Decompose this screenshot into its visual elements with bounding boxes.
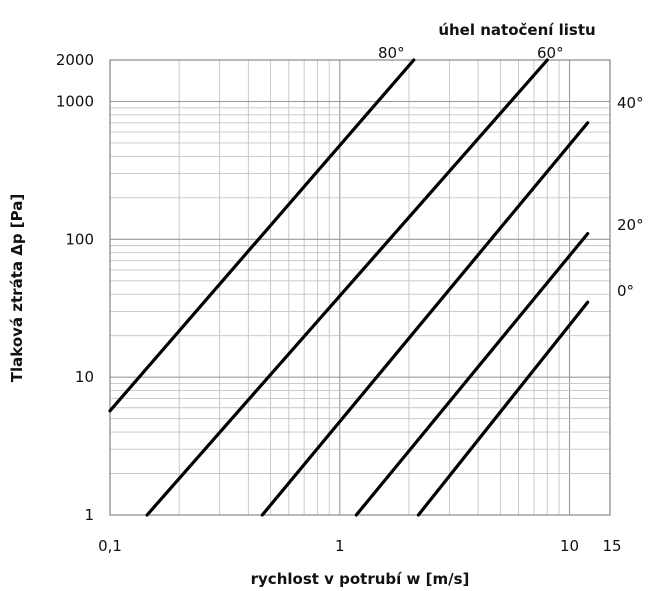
x-tick-label: 0,1 bbox=[98, 537, 122, 555]
y-tick-label: 1 bbox=[84, 506, 94, 524]
x-tick-labels: 0,1 1 10 15 bbox=[98, 537, 621, 555]
x-tick-label: 10 bbox=[560, 537, 579, 555]
plot-border bbox=[109, 59, 611, 516]
series-line bbox=[260, 121, 590, 517]
curve-label: 40° bbox=[617, 94, 644, 112]
y-tick-label: 100 bbox=[65, 230, 94, 248]
y-tick-label: 2000 bbox=[56, 51, 94, 69]
y-tick-label: 10 bbox=[75, 368, 94, 386]
series-title: úhel natočení listu bbox=[438, 21, 595, 39]
series-line bbox=[354, 232, 590, 517]
grid bbox=[109, 59, 611, 516]
curve-label: 0° bbox=[617, 282, 634, 300]
x-tick-label: 1 bbox=[335, 537, 345, 555]
y-axis-title: Tlaková ztráta Δp [Pa] bbox=[8, 194, 26, 382]
curve-label: 80° bbox=[378, 44, 405, 62]
x-axis-title: rychlost v potrubí w [m/s] bbox=[251, 570, 470, 588]
y-tick-label: 1000 bbox=[56, 92, 94, 110]
series-line bbox=[416, 300, 590, 517]
curve-labels: 80° 60° 40° 20° 0° bbox=[378, 44, 644, 300]
curve-label: 60° bbox=[537, 44, 564, 62]
y-tick-labels: 1 10 100 1000 2000 bbox=[56, 51, 94, 524]
x-tick-label: 15 bbox=[602, 537, 621, 555]
curves bbox=[108, 58, 590, 517]
curve-label: 20° bbox=[617, 216, 644, 234]
series-line bbox=[108, 58, 416, 413]
series-line bbox=[145, 58, 549, 517]
